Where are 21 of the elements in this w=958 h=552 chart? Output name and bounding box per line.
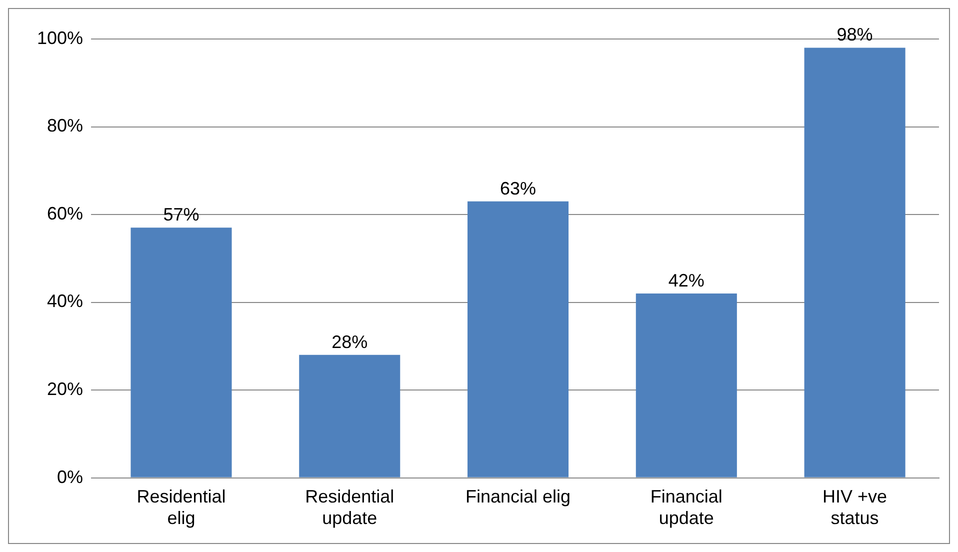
bar <box>804 48 906 478</box>
data-label: 42% <box>668 270 704 290</box>
data-label: 98% <box>836 24 873 45</box>
bar <box>636 294 737 478</box>
bar <box>468 201 569 478</box>
x-tick-label: Residential update <box>305 486 394 528</box>
y-tick-label: 20% <box>47 379 84 400</box>
x-tick-label: Financial update <box>650 486 722 528</box>
y-tick-label: 100% <box>36 28 84 48</box>
data-label: 57% <box>163 204 200 225</box>
bar <box>299 354 400 478</box>
x-tick-label: Financial elig <box>465 486 571 507</box>
y-tick-label: 0% <box>57 466 84 487</box>
bar <box>130 228 232 478</box>
x-tick-label: Residential elig <box>136 486 226 528</box>
data-label: 28% <box>332 332 368 352</box>
y-tick-label: 40% <box>47 291 84 312</box>
data-label: 63% <box>500 178 536 198</box>
y-tick-label: 60% <box>47 203 84 224</box>
x-tick-label: HIV +ve status <box>822 486 888 528</box>
y-tick-label: 80% <box>47 116 84 136</box>
